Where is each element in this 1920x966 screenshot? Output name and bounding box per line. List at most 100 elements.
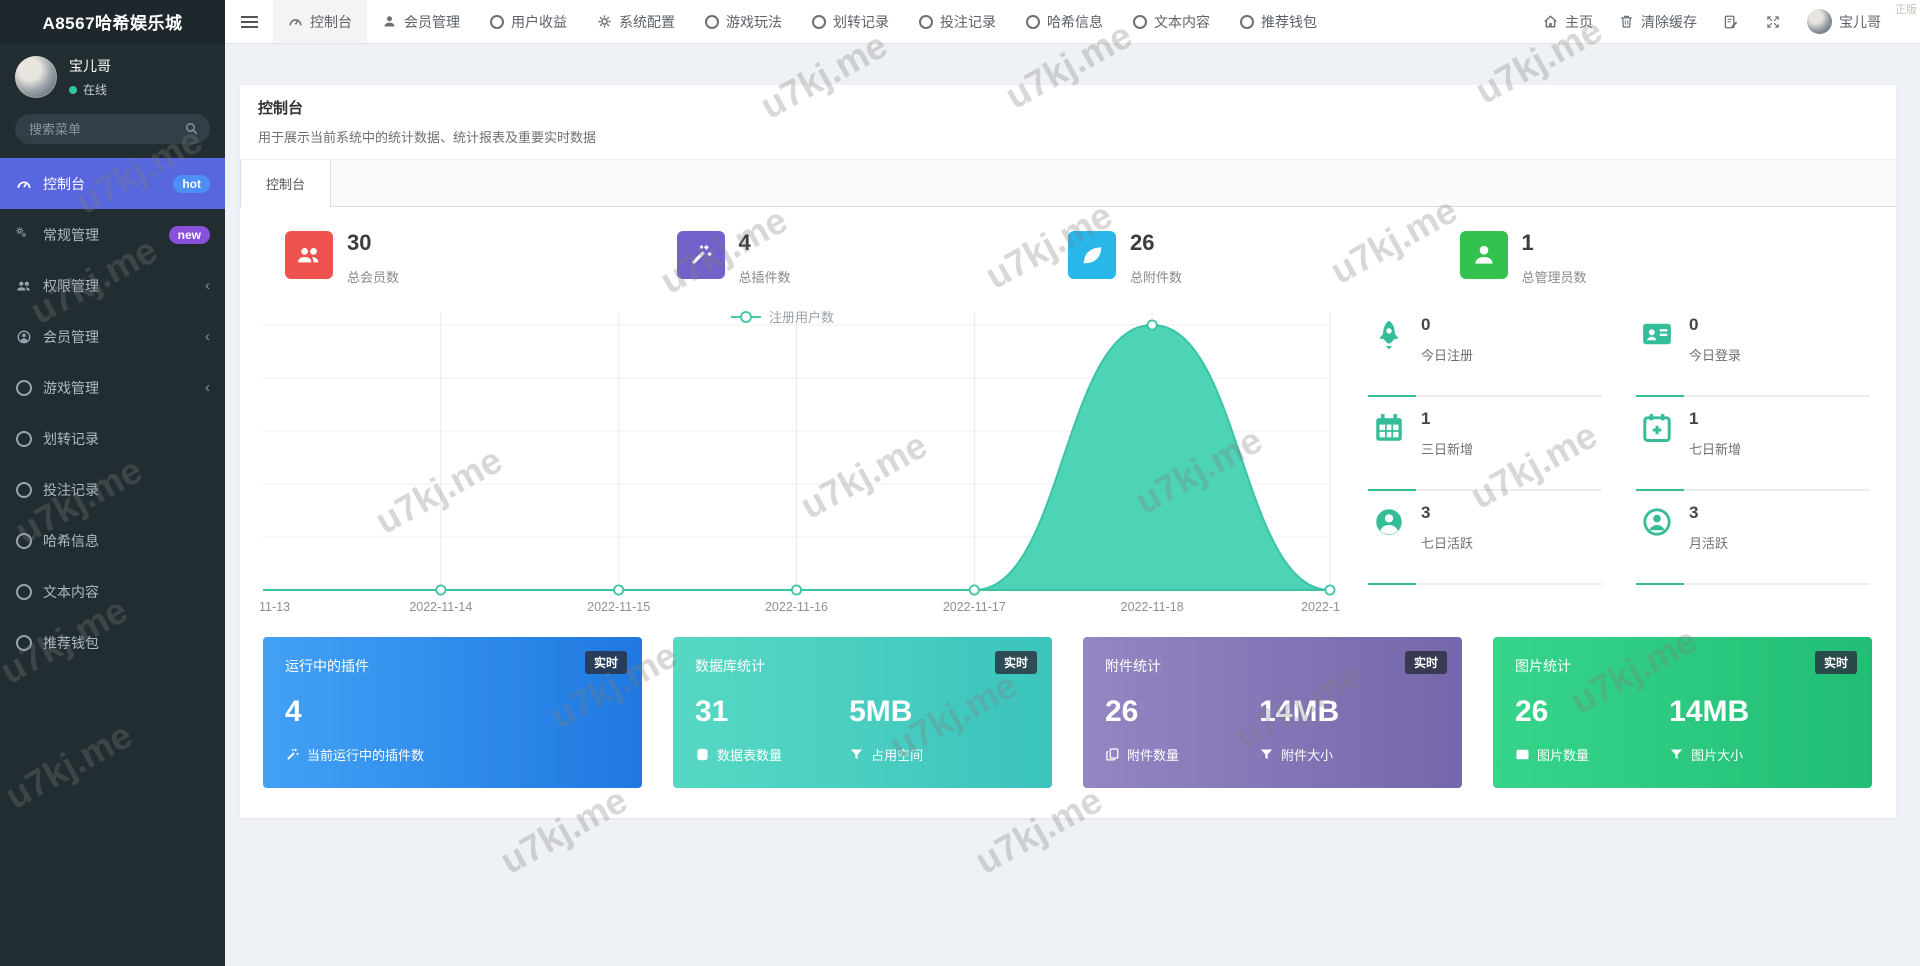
sidebar-item-label: 常规管理 xyxy=(43,226,99,243)
chart-legend[interactable]: 注册用户数 xyxy=(731,307,834,326)
log-button[interactable] xyxy=(1710,0,1752,43)
card-附件统计: 附件统计 实时 26 14MB 附件数量 附件大小 xyxy=(1083,637,1462,788)
profile-menu[interactable]: 宝儿哥 xyxy=(1794,0,1894,43)
nav-item-推荐钱包[interactable]: 推荐钱包 xyxy=(1225,0,1332,43)
home-icon xyxy=(1543,14,1558,29)
fullscreen-button[interactable] xyxy=(1752,0,1794,43)
card-foot-label: 图片大小 xyxy=(1691,748,1744,763)
nav-item-系统配置[interactable]: 系统配置 xyxy=(582,0,690,43)
card-title: 运行中的插件 xyxy=(285,658,369,674)
mini-stat-label: 三日新增 xyxy=(1421,442,1474,457)
card-foot-label: 当前运行中的插件数 xyxy=(307,748,425,763)
sidebar-item-推荐钱包[interactable]: 推荐钱包 xyxy=(0,617,225,668)
nav-item-哈希信息[interactable]: 哈希信息 xyxy=(1011,0,1118,43)
chevron-left-icon: ‹ xyxy=(205,277,210,294)
wand-icon xyxy=(287,748,299,760)
calendar-icon xyxy=(1376,414,1402,441)
mini-stat-label: 七日新增 xyxy=(1689,442,1742,457)
stat-label: 总管理员数 xyxy=(1521,270,1587,286)
mini-stat-今日注册: 0 今日注册 xyxy=(1368,313,1608,407)
stat-总管理员数: 1 总管理员数 xyxy=(1459,230,1852,286)
cogs-icon xyxy=(15,226,26,237)
mini-stat-value: 0 xyxy=(1689,315,1699,334)
sidebar-item-哈希信息[interactable]: 哈希信息 xyxy=(0,515,225,566)
user-icon xyxy=(1474,245,1493,264)
mini-stat-三日新增: 1 三日新增 xyxy=(1368,407,1608,501)
divider xyxy=(1368,583,1602,585)
stat-label: 总会员数 xyxy=(347,270,400,286)
page-title: 控制台 xyxy=(258,100,304,117)
card-foot-label: 占用空间 xyxy=(871,748,924,763)
clear-cache-button[interactable]: 清除缓存 xyxy=(1606,0,1710,43)
stat-总附件数: 26 总附件数 xyxy=(1068,231,1460,286)
chart-canvas: 11-13 2022-11-14 2022-11-15 2022-11-16 2022-… xyxy=(259,313,1340,614)
chevron-left-icon: ‹ xyxy=(205,379,210,396)
card-value: 14MB xyxy=(1259,695,1340,728)
card-value: 26 xyxy=(1105,695,1139,728)
nav-item-文本内容[interactable]: 文本内容 xyxy=(1118,0,1225,43)
user-circle-fill-icon xyxy=(1376,509,1402,535)
divider xyxy=(1636,395,1870,397)
sidebar-menu: 控制台 hot 常规管理 new 权限管理 ‹ 会员管理 ‹ 游戏管理 ‹ 划转记录投注记录哈希信息… xyxy=(0,158,225,668)
nav-item-控制台[interactable]: 控制台 xyxy=(273,0,367,43)
cogs-icon xyxy=(15,226,26,237)
sidebar-item-常规管理[interactable]: 常规管理 new xyxy=(0,209,225,260)
card-图片统计: 图片统计 实时 26 14MB 图片数量 图片大小 xyxy=(1493,637,1872,788)
nav-item-游戏玩法[interactable]: 游戏玩法 xyxy=(690,0,797,43)
topnav-right: 主页 清除缓存 宝儿哥 xyxy=(1530,0,1920,43)
mini-stat-value: 1 xyxy=(1421,409,1431,428)
sidebar-item-划转记录[interactable]: 划转记录 xyxy=(0,413,225,464)
card-运行中的插件: 运行中的插件 实时 4 当前运行中的插件数 xyxy=(263,637,642,788)
stat-value: 1 xyxy=(1521,230,1534,255)
page-subtitle: 用于展示当前系统中的统计数据、统计报表及重要实时数据 xyxy=(258,130,597,145)
card-value: 5MB xyxy=(849,695,913,728)
nav-item-投注记录[interactable]: 投注记录 xyxy=(904,0,1011,43)
svg-text:2022-11-14: 2022-11-14 xyxy=(409,600,472,614)
sidebar-item-权限管理[interactable]: 权限管理 ‹ xyxy=(0,260,225,311)
nav-item-会员管理[interactable]: 会员管理 xyxy=(367,0,475,43)
trash-icon xyxy=(1619,14,1634,29)
user-name: 宝儿哥 xyxy=(69,58,111,74)
funnel-icon xyxy=(850,749,863,760)
mini-stat-七日活跃: 3 七日活跃 xyxy=(1368,501,1608,595)
divider xyxy=(1368,395,1602,397)
card-value: 31 xyxy=(695,695,729,728)
card-value: 4 xyxy=(285,695,302,728)
hamburger-menu-icon[interactable] xyxy=(225,0,273,43)
mini-stat-value: 1 xyxy=(1689,409,1699,428)
sidebar-item-投注记录[interactable]: 投注记录 xyxy=(0,464,225,515)
wand-icon xyxy=(691,245,712,265)
sidebar-item-文本内容[interactable]: 文本内容 xyxy=(0,566,225,617)
card-title: 数据库统计 xyxy=(695,658,765,674)
user-circle-icon xyxy=(17,330,30,343)
stat-value: 30 xyxy=(347,230,372,255)
svg-text:2022-11-15: 2022-11-15 xyxy=(587,600,650,614)
tab-dashboard[interactable]: 控制台 xyxy=(240,160,332,207)
home-button[interactable]: 主页 xyxy=(1530,0,1606,43)
home-icon xyxy=(1544,15,1557,28)
tabbar: 控制台 xyxy=(240,159,1896,207)
nav-item-用户收益[interactable]: 用户收益 xyxy=(475,0,582,43)
user-status: 在线 xyxy=(69,81,111,98)
search-icon[interactable] xyxy=(184,121,199,136)
sidebar: A8567哈希娱乐城 宝儿哥 在线 控制台hot常规管理new权限管理‹会员管理… xyxy=(0,0,225,966)
mini-stat-value: 3 xyxy=(1689,503,1699,522)
copy-icon xyxy=(1106,748,1119,761)
card-title: 附件统计 xyxy=(1105,658,1161,674)
topnav: 控制台 会员管理 用户收益 系统配置 游戏玩法 划转记录 投注记录 哈希信息 文本内容 推荐钱包 … xyxy=(225,0,1920,44)
mini-stat-label: 月活跃 xyxy=(1689,536,1729,551)
user-circle-o-icon xyxy=(1643,508,1671,536)
mini-stat-value: 3 xyxy=(1421,503,1431,522)
registered-users-chart: 11-13 2022-11-14 2022-11-15 2022-11-16 2022-… xyxy=(259,295,1353,625)
sidebar-item-label: 哈希信息 xyxy=(43,532,99,549)
nav-item-划转记录[interactable]: 划转记录 xyxy=(797,0,904,43)
tachometer-icon xyxy=(17,181,30,188)
avatar[interactable] xyxy=(15,56,57,98)
sidebar-item-控制台[interactable]: 控制台 hot xyxy=(0,158,225,209)
sidebar-item-游戏管理[interactable]: 游戏管理 ‹ xyxy=(0,362,225,413)
sidebar-item-会员管理[interactable]: 会员管理 ‹ xyxy=(0,311,225,362)
trash-icon xyxy=(1621,15,1632,28)
search-input[interactable] xyxy=(15,114,210,144)
sidebar-item-label: 投注记录 xyxy=(43,481,99,498)
mini-stat-七日新增: 1 七日新增 xyxy=(1636,407,1876,501)
